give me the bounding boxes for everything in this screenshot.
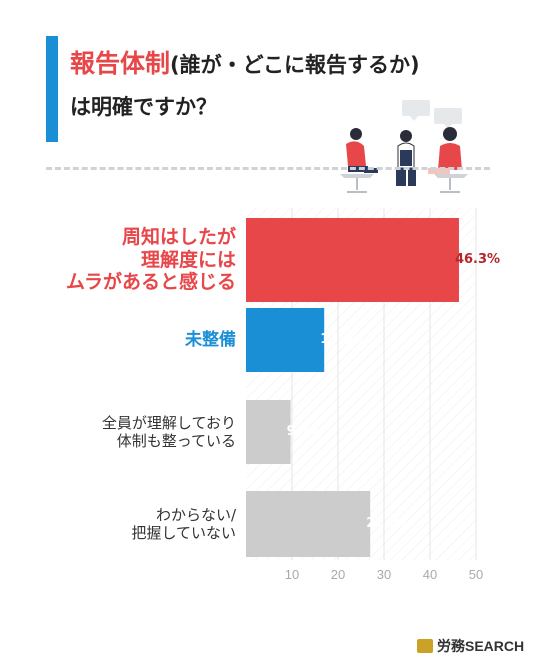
- book-icon: [417, 639, 433, 653]
- title-rest-text: (誰が・どこに報告するか): [170, 53, 420, 77]
- category-label-line: ムラがあると感じる: [65, 271, 236, 294]
- chart-title-line-1: 報告体制(誰が・どこに報告するか): [70, 44, 420, 80]
- category-label: 周知はしたが 理解度には ムラがあると感じる: [66, 226, 236, 294]
- category-label-line: 全員が理解しており: [101, 414, 236, 432]
- x-tick-label: 20: [331, 567, 345, 582]
- x-tick-label: 50: [469, 567, 483, 582]
- brand-logo: 労務SEARCH: [417, 636, 524, 656]
- category-label-line: 把握していない: [131, 524, 236, 542]
- category-label-line: 未整備: [185, 329, 236, 350]
- chart-title-line-2: は明確ですか？: [70, 95, 217, 119]
- brand-logo-text: 労務SEARCH: [437, 638, 525, 654]
- category-label: 未整備: [185, 330, 236, 350]
- category-label-line: 体制も整っている: [116, 432, 236, 450]
- data-label: 46.3%: [454, 252, 501, 267]
- data-label: 17.0%: [320, 332, 366, 347]
- data-label: 9.7%: [286, 424, 323, 439]
- title-accent-text: 報告体制: [70, 49, 171, 78]
- x-tick-label: 40: [423, 567, 437, 582]
- data-label: 27.0%: [366, 516, 412, 531]
- divider-dashed-line: [46, 167, 490, 170]
- bar: [246, 308, 325, 372]
- category-label-line: わからない/: [155, 506, 236, 524]
- category-label: 全員が理解しており 体制も整っている: [102, 414, 236, 450]
- meeting-people-icon: [340, 100, 468, 193]
- x-tick-label: 10: [285, 567, 299, 582]
- category-label: わからない/把握していない: [131, 506, 236, 542]
- bar: [246, 218, 459, 302]
- category-label-line: 理解度には: [140, 248, 236, 271]
- category-label-line: 周知はしたが: [121, 225, 236, 248]
- title-accent-bar: [46, 36, 58, 142]
- bar: [246, 491, 371, 557]
- x-tick-label: 30: [377, 567, 391, 582]
- bar: [246, 400, 291, 464]
